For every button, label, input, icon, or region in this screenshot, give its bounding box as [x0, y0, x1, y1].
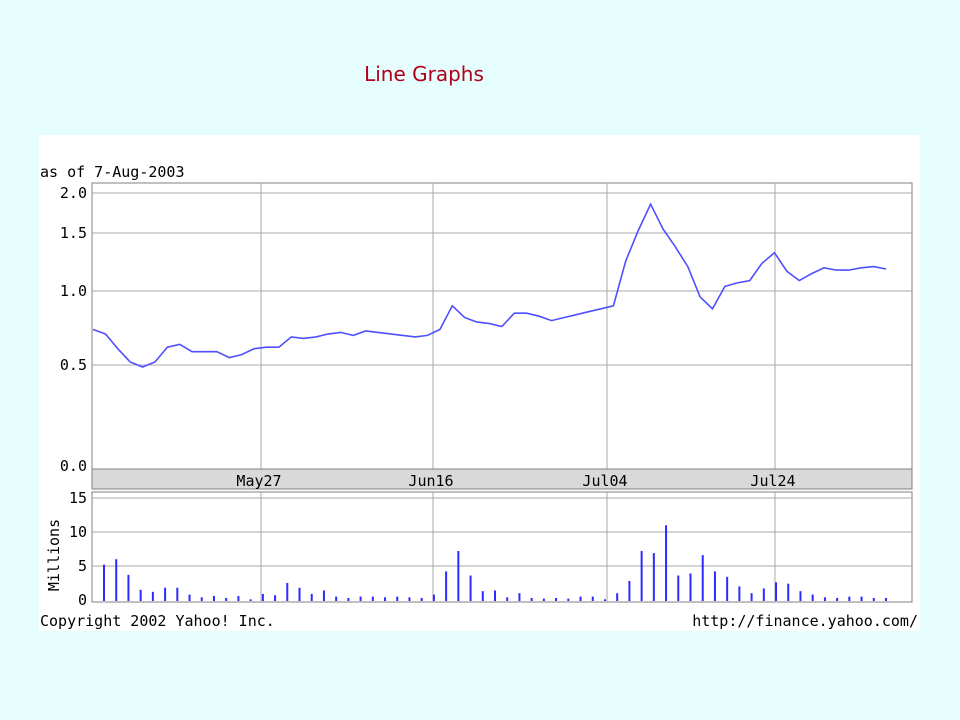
price-y-tick-label: 1.0	[60, 282, 87, 300]
copyright-text: Copyright 2002 Yahoo! Inc.	[40, 612, 275, 630]
date-axis-band	[91, 468, 913, 490]
price-line	[92, 202, 887, 368]
as-of-label: as of 7-Aug-2003	[40, 163, 185, 181]
stock-chart-panel: as of 7-Aug-2003 2.0 1.5 1.0 0.5 0.0 May27 Ju…	[39, 135, 920, 631]
date-axis: May27 Jun16 Jul04 Jul24	[236, 472, 795, 490]
price-grid	[92, 183, 912, 469]
price-y-tick-label: 0.5	[60, 356, 87, 374]
volume-y-axis: 15 10 5 0	[69, 489, 87, 609]
price-y-axis: 2.0 1.5 1.0 0.5 0.0	[60, 184, 87, 475]
date-tick-label: Jul24	[750, 472, 795, 490]
volume-y-tick-label: 15	[69, 489, 87, 507]
date-tick-label: Jul04	[582, 472, 627, 490]
date-tick-label: May27	[236, 472, 281, 490]
price-y-tick-label: 1.5	[60, 224, 87, 242]
price-y-tick-label: 0.0	[60, 457, 87, 475]
volume-grid	[92, 492, 912, 602]
date-tick-label: Jun16	[408, 472, 453, 490]
volume-y-tick-label: 0	[78, 591, 87, 609]
volume-y-tick-label: 5	[78, 557, 87, 575]
volume-plot-frame	[91, 491, 913, 603]
volume-bars	[103, 525, 887, 601]
volume-y-tick-label: 10	[69, 523, 87, 541]
stock-chart: as of 7-Aug-2003 2.0 1.5 1.0 0.5 0.0 May27 Ju…	[40, 163, 918, 630]
slide-title: Line Graphs	[364, 62, 484, 86]
price-y-tick-label: 2.0	[60, 184, 87, 202]
volume-axis-label: Millions	[45, 519, 63, 591]
source-url-text: http://finance.yahoo.com/	[692, 612, 918, 630]
